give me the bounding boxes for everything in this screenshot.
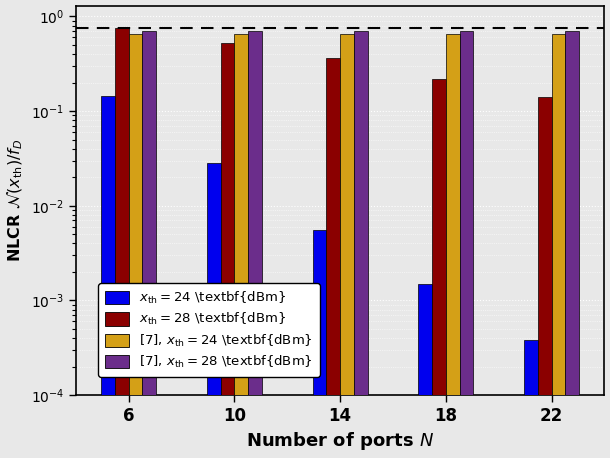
Bar: [115, 28, 129, 458]
Bar: [446, 34, 459, 458]
Bar: [565, 31, 579, 458]
Bar: [101, 96, 115, 458]
Bar: [326, 58, 340, 458]
Bar: [538, 97, 551, 458]
Bar: [129, 34, 142, 458]
Bar: [354, 31, 368, 458]
X-axis label: Number of ports $N$: Number of ports $N$: [246, 431, 434, 453]
Bar: [432, 79, 446, 458]
Bar: [551, 34, 565, 458]
Bar: [142, 31, 156, 458]
Bar: [524, 340, 538, 458]
Y-axis label: NLCR $\mathcal{N}(x_{\mathrm{th}})/f_D$: NLCR $\mathcal{N}(x_{\mathrm{th}})/f_D$: [5, 139, 25, 262]
Bar: [459, 31, 473, 458]
Legend: $x_{\mathrm{th}} = 24$ \textbf{dBm}, $x_{\mathrm{th}} = 28$ \textbf{dBm}, [7], $: $x_{\mathrm{th}} = 24$ \textbf{dBm}, $x_…: [98, 284, 320, 377]
Bar: [221, 43, 234, 458]
Bar: [418, 284, 432, 458]
Bar: [248, 31, 262, 458]
Bar: [207, 164, 221, 458]
Bar: [234, 34, 248, 458]
Bar: [313, 230, 326, 458]
Bar: [340, 34, 354, 458]
